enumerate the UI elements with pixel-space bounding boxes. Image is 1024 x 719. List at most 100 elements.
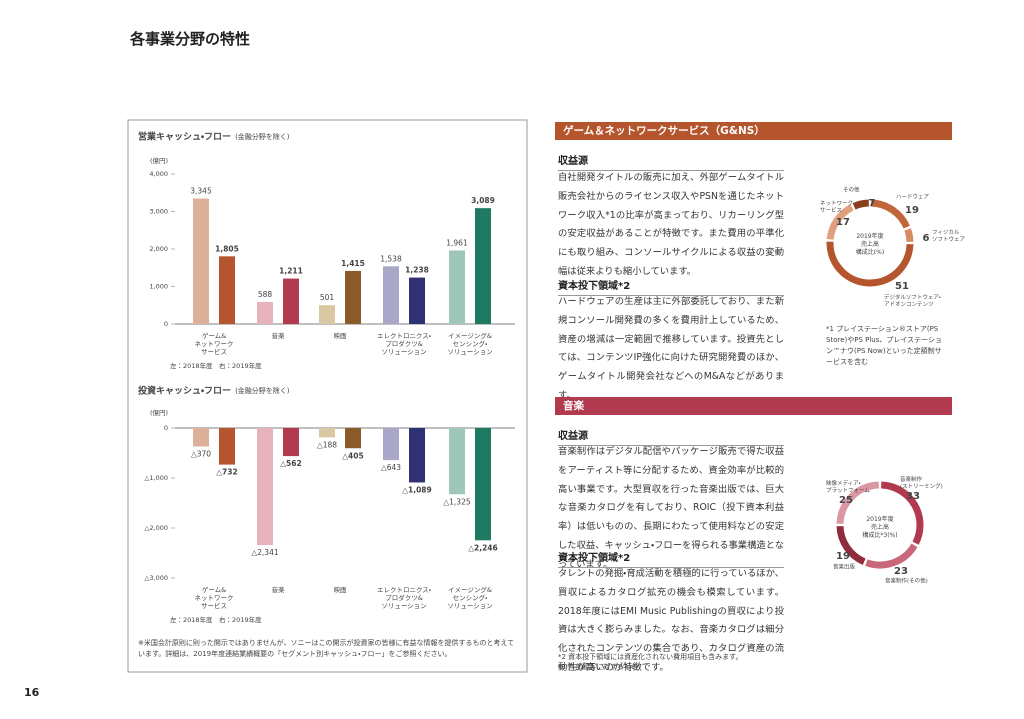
bar [257, 301, 273, 324]
bar [193, 428, 209, 447]
y-tick-label: 3,000 [149, 208, 168, 216]
y-tick-label: 1,000 [149, 283, 168, 291]
value-label: 1,238 [405, 266, 429, 275]
x-tick-label: イメージング&センシング・ソリューション [447, 331, 492, 356]
bar [409, 277, 425, 324]
bar [283, 428, 299, 457]
bar [283, 278, 299, 324]
y-tick-label: △3,000 [144, 574, 168, 582]
text-line: サービス [201, 601, 227, 610]
text-line: ソリューション [447, 602, 492, 610]
segment-name: その他 [843, 186, 860, 194]
value-label: △1,325 [443, 497, 470, 506]
bar [219, 428, 235, 465]
x-tick-label: エレクトロニクス・プロダクツ&ソリューション [377, 586, 431, 610]
segment-value: 19 [836, 551, 850, 562]
donut-segment [870, 199, 910, 229]
text-line: 売上高 [871, 523, 889, 531]
x-tick-label: 映画 [334, 585, 348, 594]
bar [475, 208, 491, 324]
subheading: 収益源 [558, 152, 784, 171]
value-label: △643 [381, 463, 401, 472]
text-line: ソフトウェア [932, 235, 966, 243]
value-label: 1,805 [215, 244, 239, 253]
page-number: 16 [24, 686, 40, 699]
value-label: 588 [258, 290, 273, 299]
segment-value: 23 [894, 566, 908, 577]
bar [475, 428, 491, 541]
value-label: 1,415 [341, 259, 365, 268]
x-tick-label: イメージング&センシング・ソリューション [447, 585, 492, 610]
value-label: 1,961 [446, 238, 468, 247]
y-tick-label: △1,000 [144, 474, 168, 482]
segment-name: 音楽制作(その他) [885, 577, 928, 585]
section-header: 音楽 [555, 397, 952, 415]
text-line: プロダクツ& [385, 593, 423, 602]
segment-name: 音楽制作(ストリーミング) [900, 475, 943, 490]
segment-name: フィジカルソフトウェア [932, 229, 966, 243]
text-line: 音楽制作 [900, 475, 923, 483]
segment-name: ネットワークサービス [820, 200, 853, 214]
page-title: 各事業分野の特性 [130, 30, 251, 48]
segment-value: 6 [923, 233, 930, 244]
legend-note: 左：2018年度 右：2019年度 [170, 615, 262, 624]
bar [219, 256, 235, 324]
legend-note: 左：2018年度 右：2019年度 [170, 361, 262, 370]
bar [345, 428, 361, 449]
text-line: ネットワーク [820, 200, 853, 207]
text-line: イメージング& [448, 331, 492, 340]
subheading: 資本投下領域*2 [558, 277, 784, 296]
segment-value: 33 [906, 491, 920, 502]
x-tick-label: 音楽 [272, 585, 286, 594]
paragraph: 自社開発タイトルの販売に加え、外部ゲームタイトル販売会社からのライセンス収入やP… [558, 172, 784, 277]
chart-frame [127, 119, 528, 673]
subheading: 収益源 [558, 427, 784, 446]
donut-segment [826, 241, 914, 287]
y-tick-label: 4,000 [149, 170, 168, 178]
text-line: エレクトロニクス・ [377, 332, 431, 340]
y-tick-label: 0 [164, 424, 168, 432]
bar [383, 428, 399, 461]
text-line: 構成比(%) [856, 248, 884, 256]
text-line: センシング・ [453, 339, 488, 348]
x-tick-label: エレクトロニクス・プロダクツ&ソリューション [377, 332, 431, 356]
text-line: ネットワーク [195, 340, 234, 348]
x-tick-label: 映画 [334, 331, 348, 340]
text-line: 2019年度 [866, 515, 893, 523]
segment-value: 51 [895, 281, 909, 292]
bar [383, 266, 399, 324]
bar [449, 250, 465, 324]
donut-segment [865, 543, 918, 569]
text-line: デジタルソフトウェア・ [884, 293, 941, 301]
value-label: 3,345 [190, 187, 212, 196]
footnote: *2 資本投下領域には資産化されない費用項目も含みます。 [558, 653, 743, 661]
value-label: △2,246 [468, 543, 498, 552]
donut-segment [904, 228, 914, 243]
donut-segment [836, 481, 880, 525]
segment-name: 音楽出版 [833, 563, 856, 571]
text-line: ネットワーク [195, 594, 234, 602]
bar [257, 428, 273, 546]
donut-segment [826, 204, 854, 240]
text-line: ソリューション [447, 348, 492, 356]
x-tick-label: 音楽 [272, 331, 286, 340]
center-label: 2019年度売上高構成比*3(%) [862, 515, 897, 539]
donut-segment [836, 525, 866, 565]
value-label: △1,089 [402, 485, 432, 494]
value-label: △732 [216, 468, 237, 477]
text-line: 映像メディア・ [826, 479, 861, 487]
chart-title: 営業キャッシュ・フロー [138, 131, 231, 143]
segment-name: 映像メディア・プラットフォーム [826, 479, 870, 494]
value-label: △2,341 [251, 548, 278, 557]
center-label: 2019年度売上高構成比(%) [856, 232, 884, 256]
segment-value: 19 [905, 205, 919, 216]
x-tick-label: ゲーム&ネットワークサービス [195, 585, 234, 610]
paragraph: タレントの発掘・育成活動を積極的に行っているほか、買収によるカタログ拡充の機会も… [558, 568, 784, 673]
text-line: ゲーム& [202, 585, 226, 594]
text-line: サービス [201, 347, 227, 356]
text-line: プロダクツ& [385, 339, 423, 348]
bar [345, 270, 361, 324]
value-label: 3,089 [471, 196, 495, 205]
